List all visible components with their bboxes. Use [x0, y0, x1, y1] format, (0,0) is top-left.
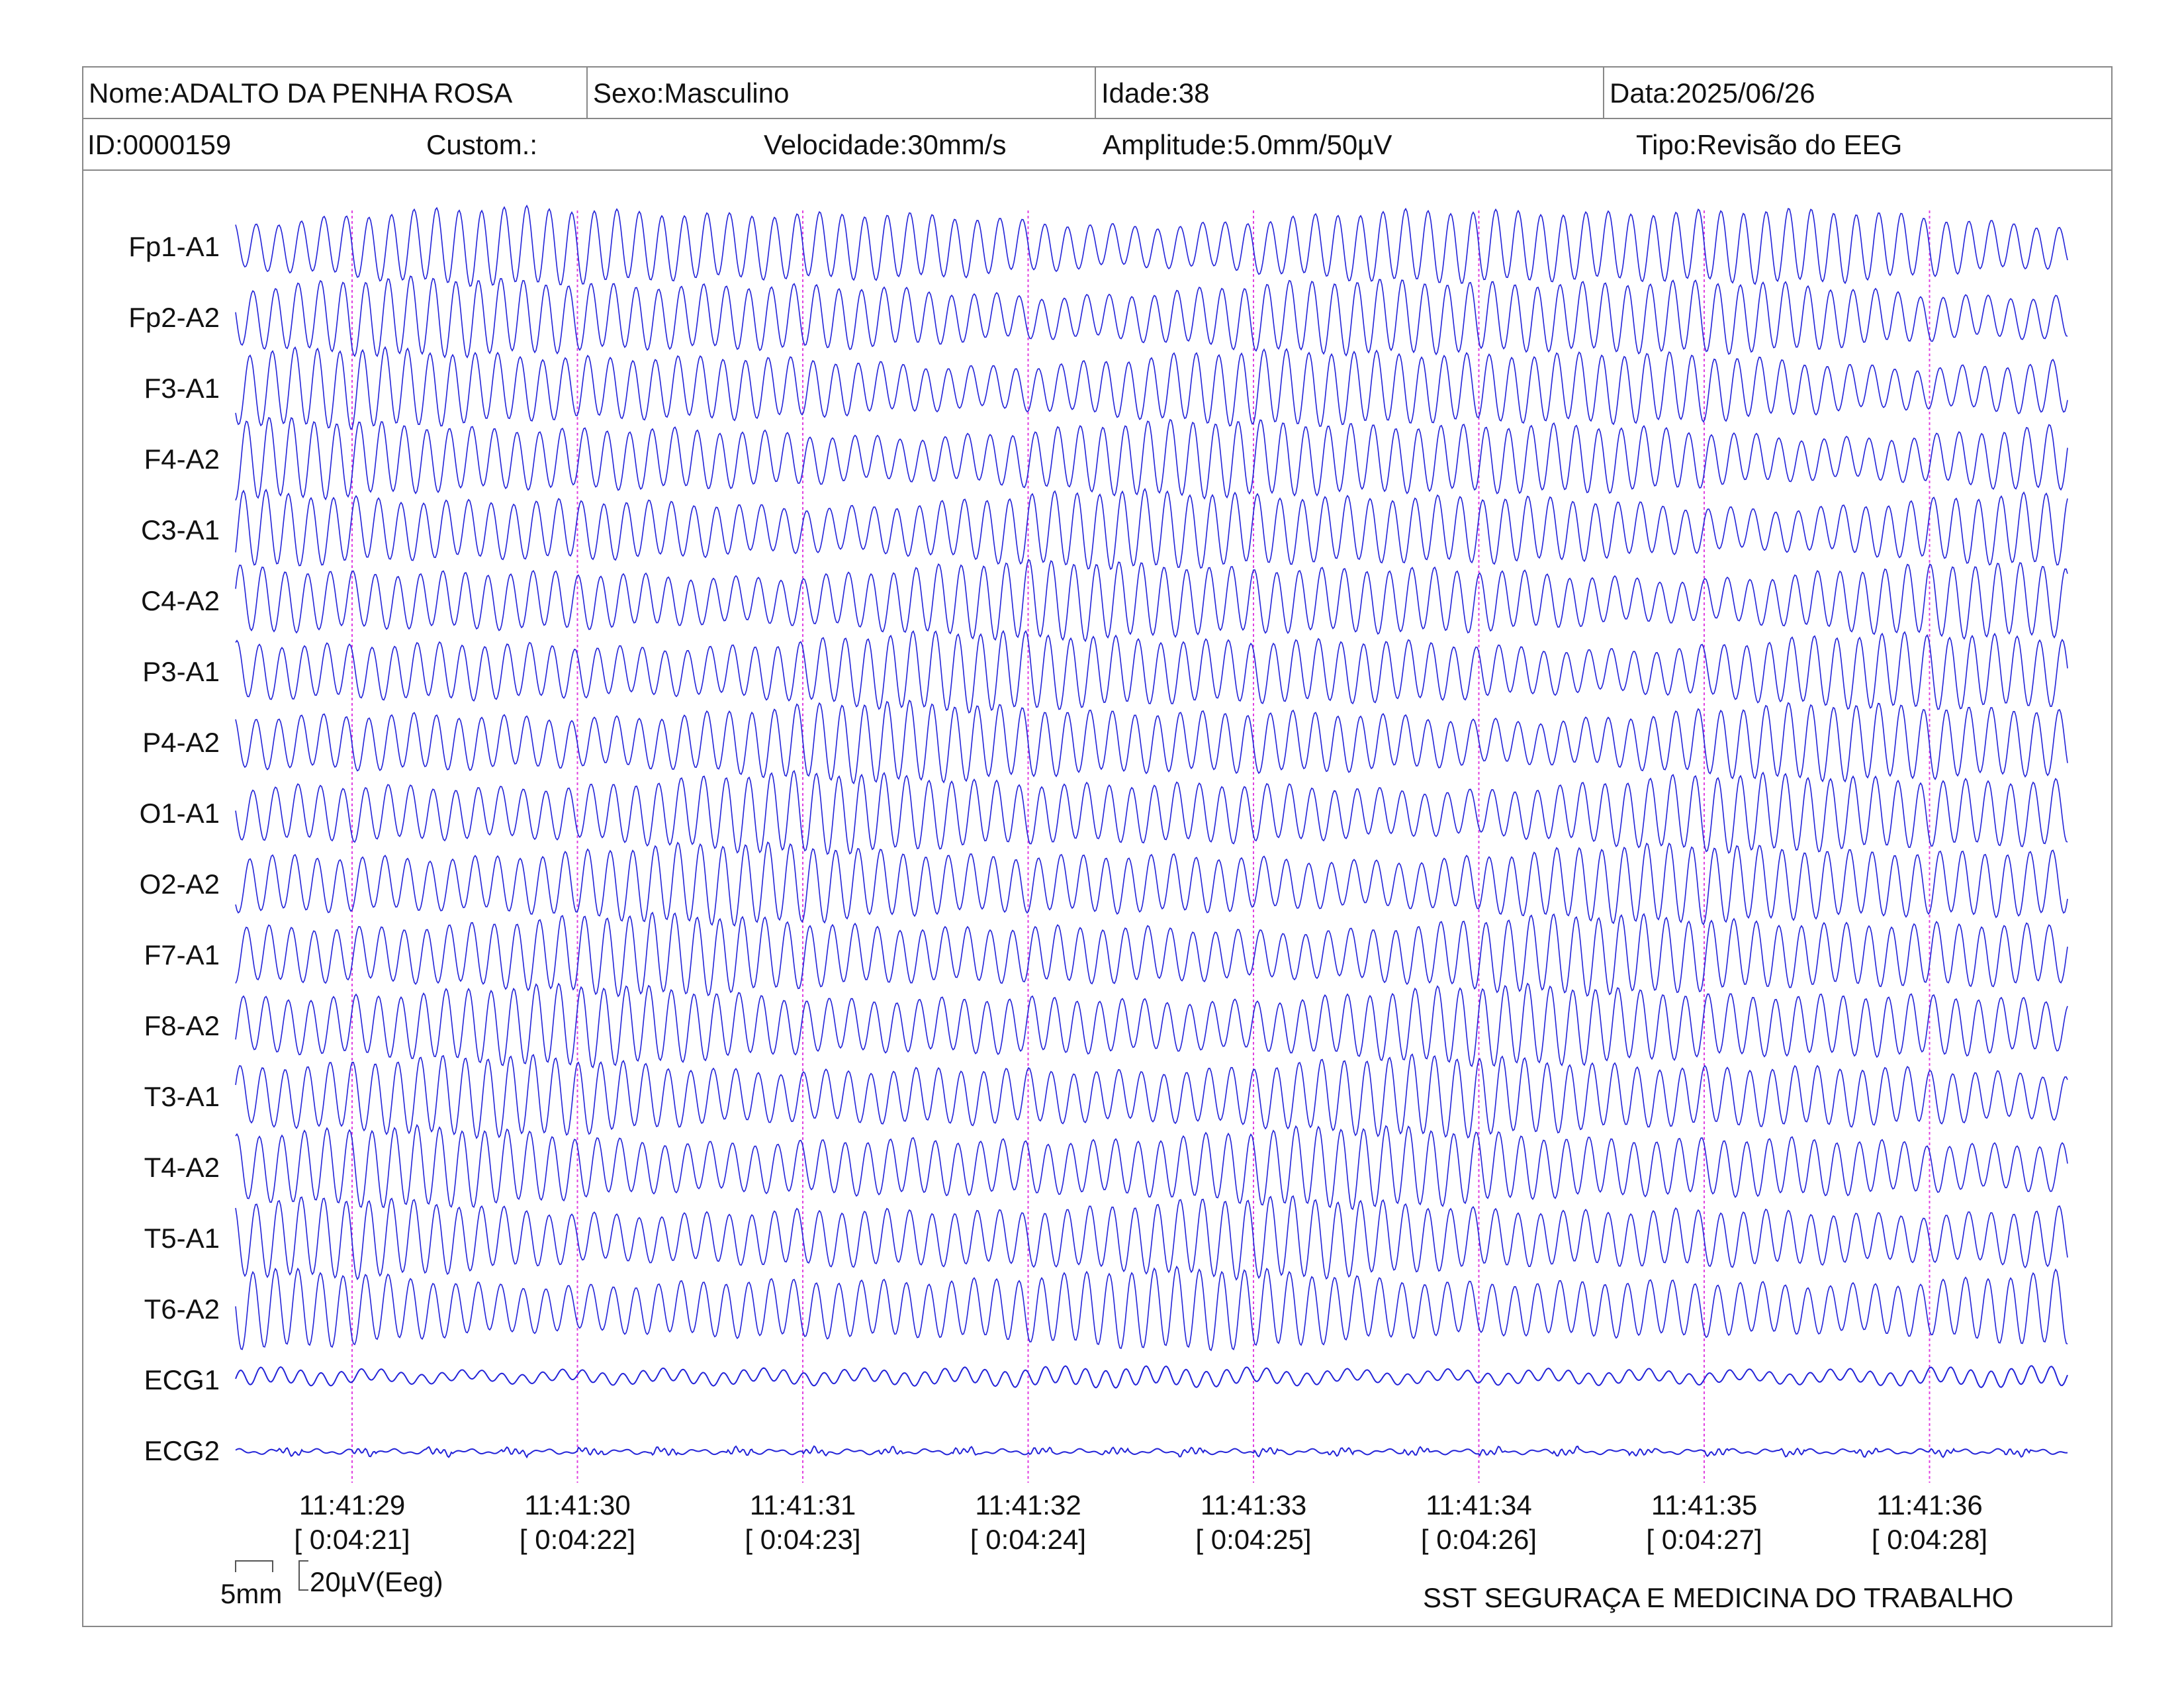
trace-f4-a2	[235, 416, 2068, 501]
trace-o1-a1	[235, 769, 2068, 855]
channel-label: Fp2-A2	[128, 302, 220, 333]
time-clock-label: 11:41:31	[750, 1489, 856, 1521]
header-row-recording: ID:0000159 Custom.: Velocidade:30mm/s Am…	[83, 119, 2111, 171]
channel-label: C4-A2	[141, 585, 220, 616]
time-clock-label: 11:41:34	[1426, 1489, 1531, 1521]
trace-t3-a1	[235, 1053, 2068, 1139]
channel-label: Fp1-A1	[128, 231, 220, 262]
channel-label: T5-A1	[144, 1223, 220, 1254]
channel-label: O2-A2	[140, 868, 220, 900]
speed-value: Velocidade:30mm/s	[764, 129, 1007, 160]
time-clock-label: 11:41:33	[1201, 1489, 1306, 1521]
scale-bar-mm	[235, 1560, 273, 1572]
trace-p4-a2	[235, 699, 2068, 785]
channel-labels: Fp1-A1 Fp2-A2 F3-A1 F4-A2 C3-A1 C4-A2 P3-A1 P4-…	[128, 231, 220, 1466]
channel-label: T3-A1	[144, 1081, 220, 1112]
channel-label: F4-A2	[144, 444, 220, 475]
header-row-patient: Nome:ADALTO DA PENHA ROSA Sexo:Masculino…	[83, 68, 2111, 119]
channel-label: C3-A1	[141, 514, 220, 545]
scale-mm-label: 5mm	[220, 1578, 283, 1609]
time-clock-label: 11:41:36	[1876, 1489, 1982, 1521]
amplitude-value: Amplitude:5.0mm/50µV	[1103, 129, 1392, 160]
time-clock-label: 11:41:30	[524, 1489, 630, 1521]
scale-bar-uv	[298, 1560, 308, 1591]
trace-c3-a1	[235, 488, 2068, 571]
report-frame: Nome:ADALTO DA PENHA ROSA Sexo:Masculino…	[82, 66, 2113, 1627]
time-elapsed-label: [ 0:04:23]	[745, 1524, 860, 1555]
channel-label: ECG1	[144, 1364, 220, 1395]
record-date: Data:2025/06/26	[1603, 68, 2111, 118]
review-type: Tipo:Revisão do EEG	[1636, 129, 1903, 160]
channel-label: ECG2	[144, 1435, 220, 1466]
channel-label: T4-A2	[144, 1152, 220, 1183]
footer-company: SST SEGURAÇA E MEDICINA DO TRABALHO	[1423, 1582, 2014, 1613]
time-elapsed-label: [ 0:04:27]	[1646, 1524, 1762, 1555]
trace-p3-a1	[235, 630, 2068, 714]
time-elapsed-label: [ 0:04:25]	[1195, 1524, 1311, 1555]
channel-label: O1-A1	[140, 798, 220, 829]
time-elapsed-label: [ 0:04:24]	[970, 1524, 1086, 1555]
trace-t4-a2	[235, 1123, 2068, 1211]
time-clock-label: 11:41:32	[975, 1489, 1081, 1521]
trace-f8-a2	[235, 982, 2068, 1068]
trace-ecg2	[235, 1445, 2068, 1459]
time-elapsed-label: [ 0:04:28]	[1872, 1524, 1987, 1555]
time-clock-label: 11:41:35	[1651, 1489, 1757, 1521]
channel-label: F3-A1	[144, 373, 220, 404]
trace-f3-a1	[235, 346, 2068, 430]
patient-name: Nome:ADALTO DA PENHA ROSA	[89, 77, 513, 109]
trace-fp1-a1	[235, 204, 2068, 287]
trace-f7-a1	[235, 912, 2068, 998]
time-elapsed-label: [ 0:04:22]	[520, 1524, 635, 1555]
channel-label: P3-A1	[142, 656, 220, 687]
eeg-traces	[235, 204, 2068, 1459]
patient-sex: Sexo:Masculino	[586, 68, 1095, 118]
patient-id: ID:0000159	[87, 129, 232, 160]
time-clock-label: 11:41:29	[299, 1489, 405, 1521]
trace-o2-a2	[235, 841, 2068, 927]
trace-c4-a2	[235, 559, 2068, 643]
patient-age: Idade:38	[1095, 68, 1603, 118]
trace-ecg1	[235, 1365, 2068, 1389]
channel-label: T6-A2	[144, 1293, 220, 1325]
trace-t6-a2	[235, 1265, 2068, 1352]
trace-fp2-a2	[235, 275, 2068, 359]
time-elapsed-label: [ 0:04:26]	[1421, 1524, 1537, 1555]
time-marker-lines	[351, 211, 1931, 1483]
scale-uv-label: 20µV(Eeg)	[310, 1566, 443, 1597]
channel-label: F7-A1	[144, 939, 220, 970]
channel-label: F8-A2	[144, 1010, 220, 1041]
time-elapsed-label: [ 0:04:21]	[294, 1524, 410, 1555]
scale-bar	[235, 1560, 308, 1591]
channel-label: P4-A2	[142, 727, 220, 758]
trace-t5-a1	[235, 1195, 2068, 1281]
time-labels: 11:41:29[ 0:04:21] 11:41:30[ 0:04:22] 11:4…	[294, 1489, 1987, 1555]
custom-field: Custom.:	[426, 129, 538, 160]
